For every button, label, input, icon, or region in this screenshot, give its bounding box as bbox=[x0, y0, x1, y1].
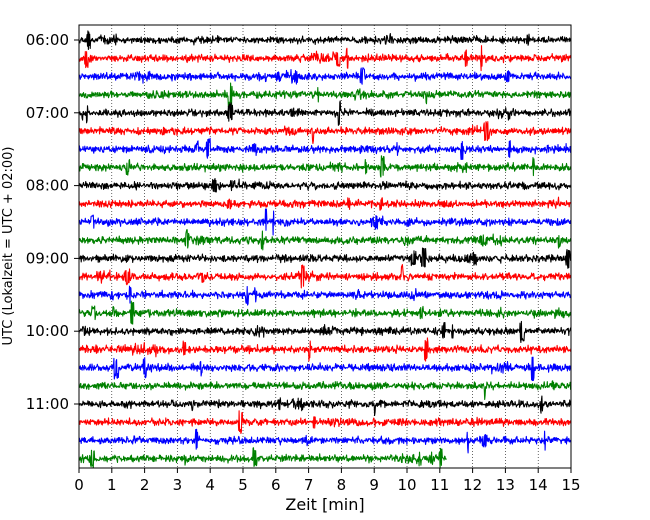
x-tick-label-0: 0 bbox=[74, 476, 84, 494]
y-axis-ticks: 06:00 07:00 08:00 09:00 10:00 11:00 bbox=[26, 31, 79, 413]
y-tick-label-06:00: 06:00 bbox=[26, 31, 69, 49]
y-axis-label: UTC (Lokalzeit = UTC + 02:00) bbox=[1, 147, 16, 346]
y-tick-label-11:00: 11:00 bbox=[26, 395, 69, 413]
trace-row-13 bbox=[78, 264, 572, 289]
trace-row-14 bbox=[78, 285, 572, 306]
y-tick-label-09:00: 09:00 bbox=[26, 249, 69, 267]
x-tick-label-5: 5 bbox=[238, 476, 248, 494]
trace-row-12 bbox=[78, 247, 572, 269]
trace-row-21 bbox=[78, 410, 572, 435]
x-tick-label-2: 2 bbox=[140, 476, 150, 494]
trace-row-5 bbox=[78, 121, 572, 145]
x-tick-label-3: 3 bbox=[173, 476, 183, 494]
x-tick-label-14: 14 bbox=[529, 476, 548, 494]
trace-row-18 bbox=[78, 356, 572, 382]
x-tick-label-12: 12 bbox=[463, 476, 482, 494]
trace-row-7 bbox=[78, 155, 572, 178]
y-tick-label-08:00: 08:00 bbox=[26, 177, 69, 195]
x-tick-label-15: 15 bbox=[561, 476, 580, 494]
trace-row-17 bbox=[78, 337, 572, 362]
x-tick-label-11: 11 bbox=[430, 476, 449, 494]
trace-row-10 bbox=[78, 208, 572, 236]
y-tick-label-07:00: 07:00 bbox=[26, 104, 69, 122]
x-axis-ticks: 0 1 2 3 4 5 6 7 8 9 10 11 12 13 14 15 bbox=[74, 468, 581, 494]
trace-row-16 bbox=[78, 320, 572, 344]
trace-row-22 bbox=[78, 428, 572, 454]
x-tick-label-9: 9 bbox=[369, 476, 379, 494]
trace-row-2 bbox=[78, 67, 572, 85]
trace-row-9 bbox=[78, 196, 572, 211]
grid-lines bbox=[111, 25, 539, 468]
trace-row-6 bbox=[78, 137, 572, 160]
trace-row-3 bbox=[78, 82, 572, 108]
x-tick-label-10: 10 bbox=[397, 476, 416, 494]
x-tick-label-13: 13 bbox=[496, 476, 515, 494]
trace-row-1 bbox=[78, 45, 572, 72]
trace-row-20 bbox=[78, 395, 572, 417]
trace-row-19 bbox=[78, 380, 572, 401]
trace-row-0 bbox=[78, 30, 572, 51]
trace-row-11 bbox=[78, 229, 572, 251]
x-tick-label-4: 4 bbox=[205, 476, 215, 494]
plot-frame bbox=[78, 24, 572, 469]
x-tick-label-8: 8 bbox=[337, 476, 347, 494]
x-tick-label-1: 1 bbox=[107, 476, 117, 494]
trace-row-23 bbox=[78, 447, 447, 469]
trace-row-15 bbox=[78, 300, 572, 325]
x-tick-label-6: 6 bbox=[271, 476, 281, 494]
trace-row-4 bbox=[78, 100, 572, 126]
trace-row-8 bbox=[78, 177, 572, 193]
seismogram-traces bbox=[78, 30, 572, 469]
x-axis-label: Zeit [min] bbox=[285, 495, 364, 514]
y-tick-label-10:00: 10:00 bbox=[26, 322, 69, 340]
x-tick-label-7: 7 bbox=[304, 476, 314, 494]
